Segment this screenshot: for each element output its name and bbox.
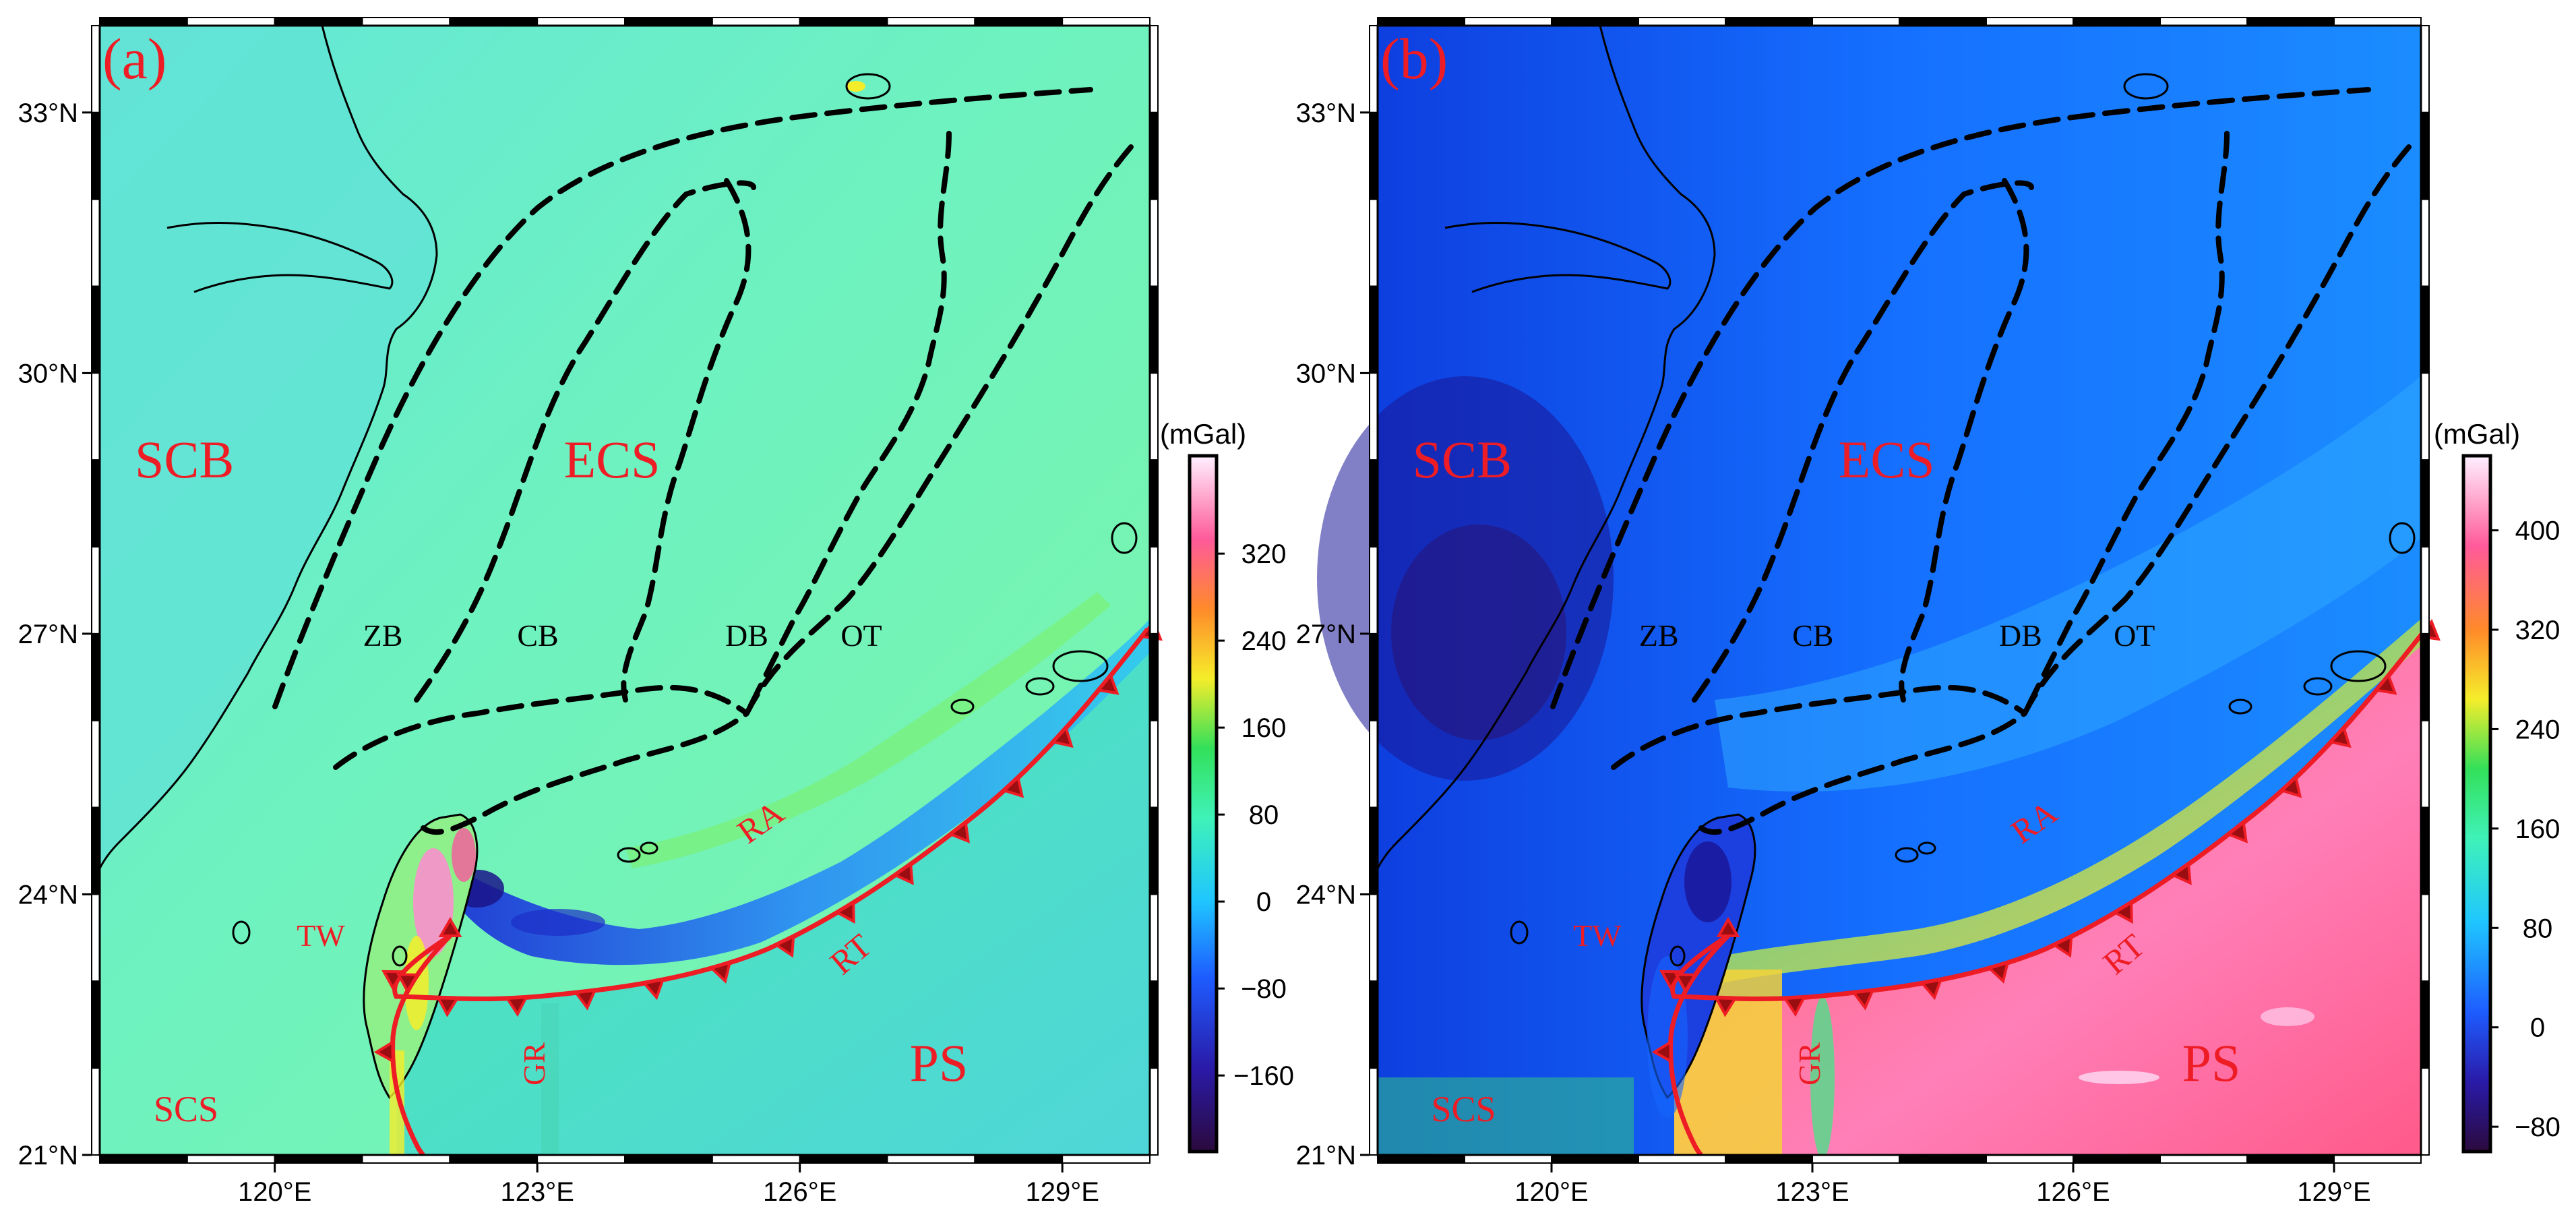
- colorbar-tick-label: 160: [1241, 713, 1287, 743]
- colorbar-tick-label: 240: [1241, 626, 1287, 656]
- colorbar-unit: (mGal): [1160, 418, 1246, 450]
- panel-a-map: [98, 24, 1163, 1155]
- trench-triangle: [1783, 996, 1806, 1017]
- colorbar-tick-label: −80: [1241, 974, 1287, 1004]
- lat-tick-label: 33°N: [18, 98, 78, 128]
- colorbar-unit: (mGal): [2434, 418, 2520, 450]
- region-label-tw: TW: [1573, 918, 1622, 953]
- region-label-scs: SCS: [154, 1089, 218, 1129]
- trench-triangle: [396, 973, 420, 994]
- lat-tick-label: 27°N: [1296, 620, 1356, 649]
- colorbar-tick-label: 0: [1256, 887, 1271, 917]
- colorbar-a: (mGal) 320 240 160 80 0 −80 −160: [1160, 418, 1294, 1154]
- trench-triangle: [834, 900, 855, 924]
- trench-triangle: [2328, 725, 2352, 748]
- lon-tick-label: 120°E: [1514, 1177, 1588, 1207]
- region-label-tw: TW: [297, 918, 345, 953]
- trench-triangle: [438, 917, 462, 937]
- region-label-zb: ZB: [363, 618, 403, 653]
- trench-triangle: [948, 820, 970, 843]
- trench-triangle: [2052, 934, 2073, 958]
- region-label-scb: SCB: [1413, 430, 1512, 489]
- trench-triangle: [892, 862, 914, 885]
- panel-label: (a): [102, 26, 166, 91]
- trench-triangle: [1001, 775, 1024, 798]
- panel-b-map: [1317, 24, 2441, 1158]
- panel-b-frame: 33°N 30°N 27°N 24°N 21°N 120°E 123°E 126°E 129°E…: [1296, 17, 2430, 1207]
- trench-triangle: [2112, 900, 2133, 924]
- colorbar-tick-label: −80: [2515, 1112, 2560, 1142]
- lon-tick-label: 123°E: [500, 1177, 574, 1207]
- lon-tick-label: 123°E: [1775, 1177, 1849, 1207]
- trench-triangle: [1716, 917, 1740, 937]
- colorbar-b: (mGal) 400 320 240 160 80 0 −80: [2434, 418, 2560, 1154]
- lat-tick-label: 33°N: [1296, 98, 1356, 128]
- trench-triangle: [1920, 978, 1943, 1001]
- region-label-db: DB: [725, 618, 768, 653]
- panel-label: (b): [1380, 26, 1448, 91]
- lon-tick-label: 129°E: [2297, 1177, 2370, 1207]
- region-label-gr: GR: [517, 1042, 551, 1086]
- lat-tick-label: 30°N: [1296, 359, 1356, 388]
- lat-tick-label: 21°N: [18, 1141, 78, 1170]
- trench-triangle: [1096, 673, 1120, 695]
- panel-b: [1317, 24, 2441, 1158]
- trench-triangle: [2170, 862, 2192, 885]
- panel-a-frame: 33°N 30°N 27°N 24°N 21°N 120°E 123°E 126°E 129°E…: [18, 17, 1159, 1207]
- trench-triangle: [2226, 820, 2248, 843]
- trench-triangle: [1986, 961, 2010, 984]
- trench-triangle: [774, 934, 795, 958]
- region-label-db: DB: [1999, 618, 2042, 653]
- region-label-ps: PS: [2182, 1034, 2241, 1092]
- region-label-scs: SCS: [1431, 1089, 1496, 1129]
- trench-triangle: [1050, 725, 1074, 748]
- lon-tick-label: 120°E: [238, 1177, 311, 1207]
- lat-tick-label: 24°N: [1296, 880, 1356, 910]
- region-label-cb: CB: [1792, 618, 1833, 653]
- colorbar-tick-label: 320: [1241, 539, 1287, 569]
- region-label-ot: OT: [2114, 618, 2155, 653]
- trench-triangle: [505, 996, 528, 1017]
- lon-tick-label: 126°E: [763, 1177, 836, 1207]
- lat-tick-label: 30°N: [18, 359, 78, 388]
- region-label-zb: ZB: [1639, 618, 1679, 653]
- colorbar-tick-label: 80: [1249, 800, 1279, 830]
- lon-tick-label: 129°E: [1025, 1177, 1099, 1207]
- trench-triangle: [1674, 973, 1698, 994]
- lat-tick-label: 24°N: [18, 880, 78, 910]
- panel-a: [98, 24, 1163, 1155]
- colorbar-tick-label: 80: [2523, 914, 2553, 943]
- lat-tick-label: 21°N: [1296, 1141, 1356, 1170]
- trench-triangle: [642, 978, 665, 1001]
- lon-tick-label: 126°E: [2036, 1177, 2110, 1207]
- trench-triangle: [1651, 1040, 1672, 1064]
- colorbar-tick-label: −160: [1233, 1061, 1294, 1091]
- region-label-cb: CB: [517, 618, 558, 653]
- region-label-ps: PS: [910, 1034, 969, 1092]
- trench-triangle: [435, 997, 460, 1017]
- region-label-gr: GR: [1792, 1042, 1827, 1086]
- region-label-ecs: ECS: [563, 430, 660, 489]
- trench-triangle: [2279, 775, 2302, 798]
- colorbar-tick-label: 320: [2515, 616, 2560, 645]
- colorbar-tick-label: 0: [2530, 1013, 2545, 1043]
- trench-triangle: [1713, 997, 1738, 1017]
- trench-triangle: [1851, 988, 1875, 1011]
- region-label-scb: SCB: [135, 430, 234, 489]
- region-label-ecs: ECS: [1839, 430, 1935, 489]
- colorbar-tick-label: 240: [2515, 715, 2560, 744]
- trench-triangle: [573, 988, 597, 1011]
- colorbar-tick-label: 400: [2515, 516, 2560, 546]
- trench-triangle: [373, 1040, 394, 1064]
- lat-tick-label: 27°N: [18, 620, 78, 649]
- trench-triangle: [2374, 673, 2397, 695]
- trench-triangle: [708, 961, 732, 984]
- colorbar-tick-label: 160: [2515, 814, 2560, 844]
- region-label-ot: OT: [840, 618, 882, 653]
